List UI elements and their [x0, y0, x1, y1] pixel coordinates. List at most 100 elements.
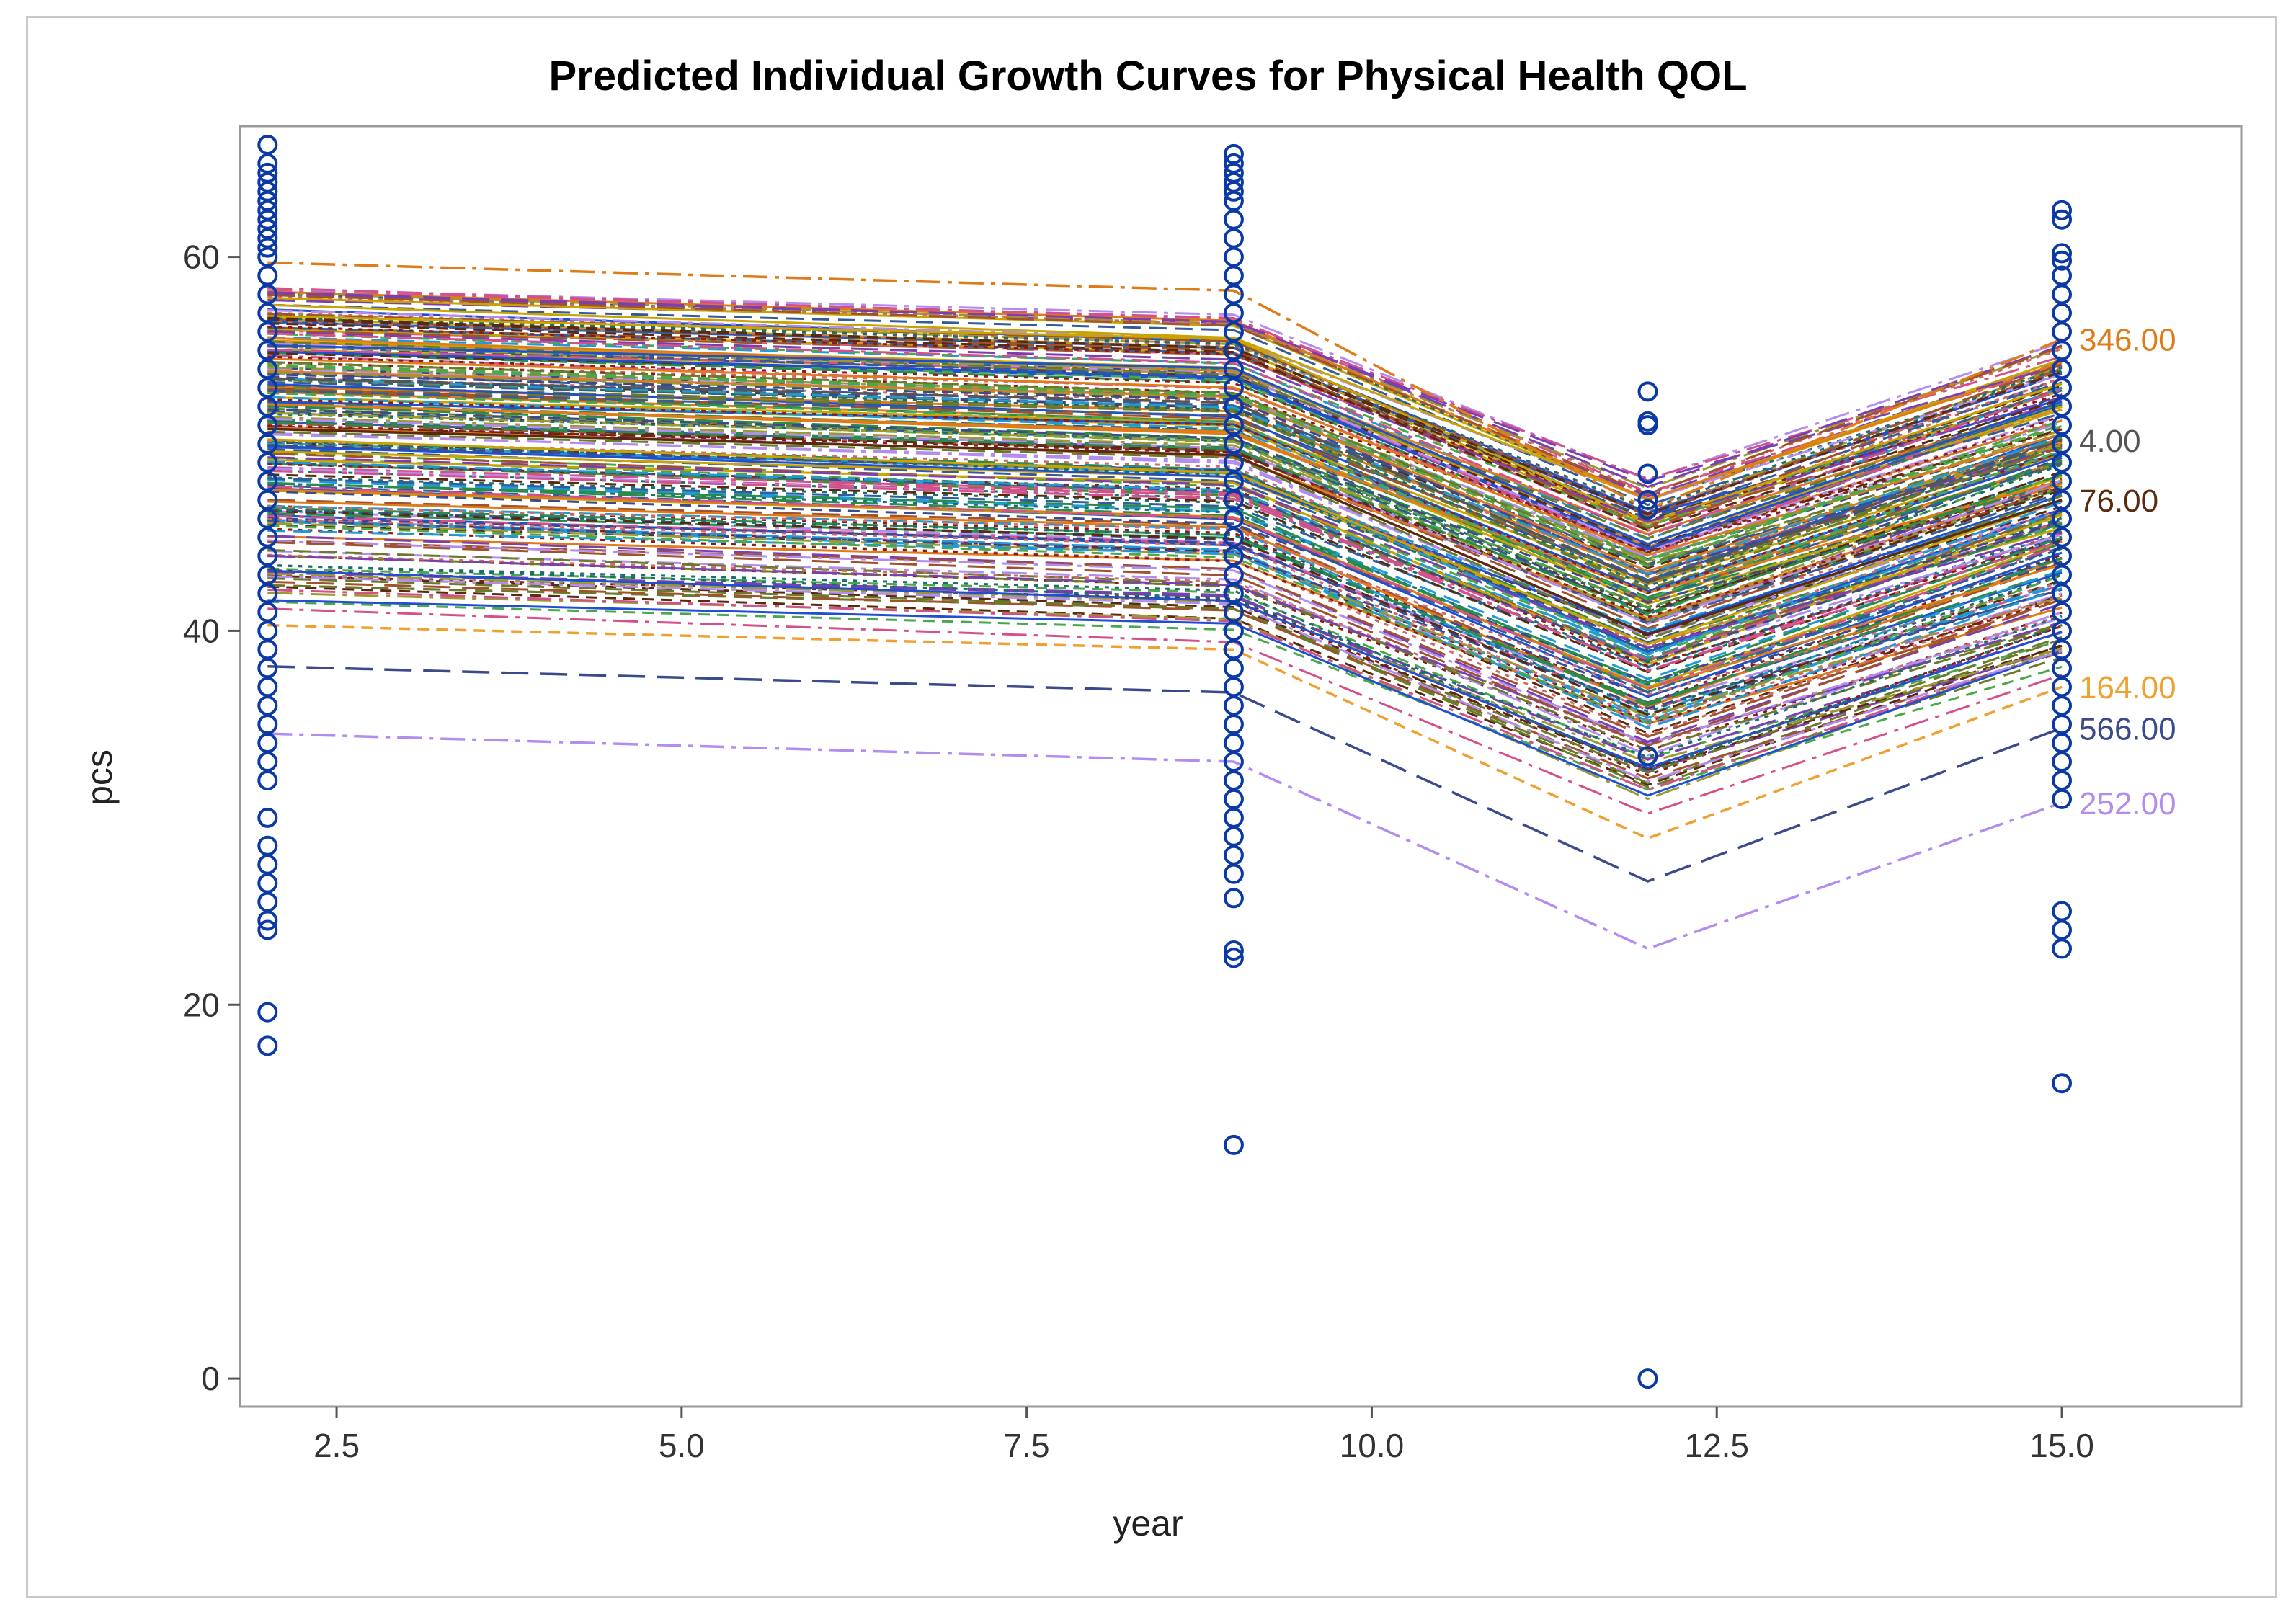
observed-point: [1223, 826, 1244, 847]
predicted-curve: [267, 373, 2063, 576]
predicted-curve: [267, 572, 2063, 764]
predicted-curve: [267, 576, 2063, 785]
observed-point: [1223, 265, 1244, 286]
predicted-curve: [267, 388, 2063, 590]
observed-point: [257, 807, 278, 828]
predicted-curve: [267, 444, 2063, 650]
highlighted-curve: [267, 377, 2063, 584]
x-axis-ticks: 2.5 5.0 7.5 10.0 12.5 15.0: [313, 1407, 2094, 1464]
predicted-curve: [267, 460, 2063, 656]
predicted-curve: [267, 322, 2063, 532]
predicted-curve: [267, 519, 2063, 722]
predicted-curve: [267, 519, 2063, 710]
curve-label: 346.00: [2079, 323, 2176, 358]
observed-point: [257, 134, 278, 155]
predicted-curve: [267, 522, 2063, 718]
observed-point: [1223, 733, 1244, 754]
observed-point: [2052, 733, 2073, 754]
predicted-curve: [267, 535, 2063, 743]
observed-point: [257, 1035, 278, 1056]
chart-title: Predicted Individual Growth Curves for P…: [548, 53, 1748, 99]
observed-point: [1637, 746, 1658, 767]
predicted-curve: [267, 485, 2063, 690]
observed-point: [2052, 938, 2073, 959]
predicted-curve: [267, 440, 2063, 649]
predicted-curve: [267, 344, 2063, 545]
highlighted-curves: [267, 261, 2063, 950]
predicted-curve: [267, 445, 2063, 635]
predicted-curve: [267, 370, 2063, 573]
y-tick-label: 60: [183, 239, 220, 276]
predicted-curve: [267, 575, 2063, 783]
observed-point: [257, 1002, 278, 1023]
x-tick-label: 2.5: [313, 1427, 360, 1464]
observed-point: [1223, 888, 1244, 909]
predicted-curve: [267, 410, 2063, 614]
predicted-curve: [267, 607, 2063, 815]
observed-point: [1223, 246, 1244, 267]
predicted-curve: [267, 507, 2063, 707]
predicted-curve: [267, 569, 2063, 769]
observed-point: [1637, 1368, 1658, 1389]
predicted-curve: [267, 377, 2063, 575]
observed-point: [1223, 1134, 1244, 1155]
observed-point: [257, 620, 278, 641]
observed-point: [1223, 714, 1244, 735]
observed-point: [2052, 250, 2073, 271]
predicted-curve: [267, 523, 2063, 735]
observed-point: [1637, 489, 1658, 510]
predicted-curve: [267, 580, 2063, 780]
plot-border: [239, 125, 2243, 1408]
observed-point: [1223, 695, 1244, 716]
y-tick-label: 0: [201, 1360, 220, 1397]
predicted-curve: [267, 500, 2063, 708]
predicted-curve: [267, 303, 2063, 507]
predicted-curve: [267, 550, 2063, 757]
predicted-curve: [267, 352, 2063, 554]
observed-point: [1223, 658, 1244, 679]
observed-point: [257, 677, 278, 698]
predicted-curve: [267, 477, 2063, 680]
predicted-curve: [267, 321, 2063, 521]
observed-point: [257, 658, 278, 679]
observed-point: [257, 602, 278, 623]
predicted-curve: [267, 588, 2063, 791]
predicted-curve: [267, 303, 2063, 501]
predicted-curve: [267, 481, 2063, 684]
y-tick-label: 20: [183, 986, 220, 1023]
predicted-curve: [267, 384, 2063, 592]
predicted-curve: [267, 452, 2063, 652]
observed-point: [257, 237, 278, 258]
highlighted-curve: [267, 427, 2063, 636]
predicted-curve: [267, 365, 2063, 568]
observed-point: [1223, 181, 1244, 202]
predicted-curve: [267, 403, 2063, 594]
observed-point: [257, 910, 278, 931]
predicted-curve: [267, 450, 2063, 646]
y-tick-label: 40: [183, 612, 220, 649]
predicted-curve: [267, 477, 2063, 668]
predicted-curve: [267, 529, 2063, 729]
figure-frame: [26, 16, 2277, 1598]
x-tick-label: 12.5: [1684, 1427, 1749, 1464]
predicted-curve: [267, 540, 2063, 746]
x-axis-label: year: [1113, 1503, 1183, 1544]
predicted-curve: [267, 527, 2063, 725]
predicted-curve: [267, 535, 2063, 725]
predicted-curve: [267, 293, 2063, 496]
predicted-curve: [267, 357, 2063, 556]
predicted-curve: [267, 392, 2063, 601]
observed-point: [1223, 788, 1244, 809]
observed-point: [257, 873, 278, 894]
observed-point: [2052, 788, 2073, 809]
predicted-curve: [267, 525, 2063, 725]
observed-point: [257, 854, 278, 875]
predicted-curve: [267, 585, 2063, 786]
predicted-curve: [267, 337, 2063, 535]
observed-point: [2052, 901, 2073, 922]
predicted-curve: [267, 461, 2063, 664]
predicted-curve: [267, 326, 2063, 520]
x-tick-label: 7.5: [1004, 1427, 1050, 1464]
predicted-curve: [267, 540, 2063, 747]
observed-point: [257, 265, 278, 286]
